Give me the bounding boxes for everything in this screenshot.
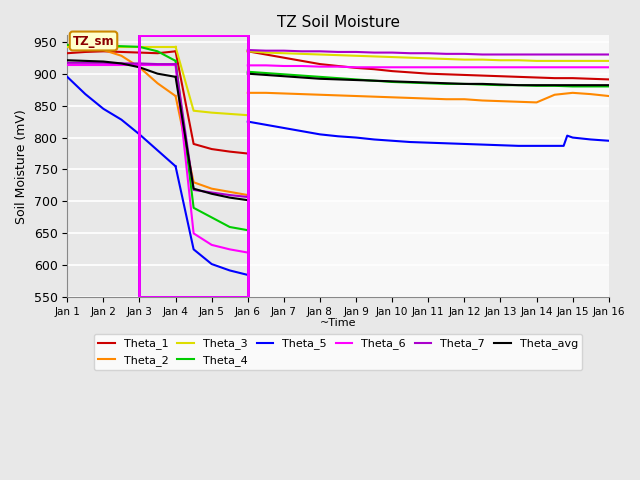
- Bar: [140, 36, 248, 297]
- Bar: [248, 36, 609, 297]
- Y-axis label: Soil Moisture (mV): Soil Moisture (mV): [15, 109, 28, 224]
- Text: TZ_sm: TZ_sm: [73, 35, 115, 48]
- Legend: Theta_1, Theta_2, Theta_3, Theta_4, Theta_5, Theta_6, Theta_7, Theta_avg: Theta_1, Theta_2, Theta_3, Theta_4, Thet…: [94, 334, 582, 370]
- Title: TZ Soil Moisture: TZ Soil Moisture: [276, 15, 399, 30]
- Bar: [140, 36, 248, 297]
- X-axis label: ~Time: ~Time: [320, 318, 356, 328]
